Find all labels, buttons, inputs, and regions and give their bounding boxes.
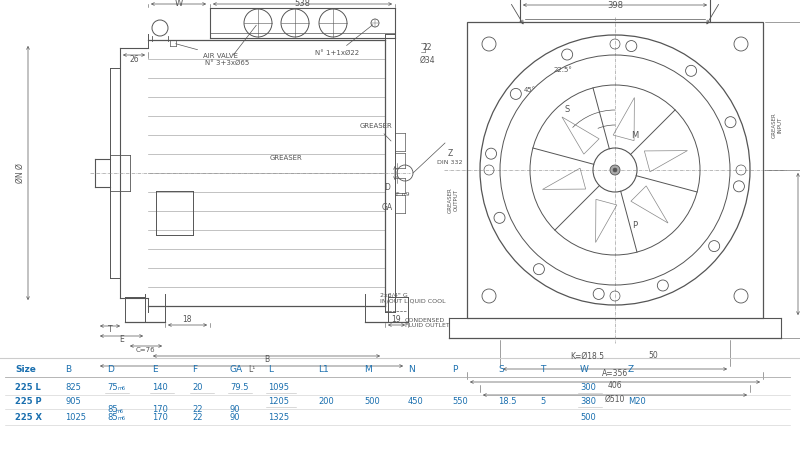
Text: m6: m6	[117, 387, 125, 392]
Text: 225 L: 225 L	[15, 382, 41, 392]
Text: N° 3+3xØ65: N° 3+3xØ65	[205, 25, 256, 66]
Text: K=Ø18.5: K=Ø18.5	[570, 351, 604, 360]
Text: L: L	[268, 365, 273, 375]
Text: 90: 90	[230, 413, 241, 421]
Text: 200: 200	[318, 398, 334, 407]
Text: B: B	[65, 365, 71, 375]
Text: GA: GA	[230, 365, 243, 375]
Text: 825: 825	[65, 382, 81, 392]
Text: 90: 90	[230, 405, 241, 414]
Text: 450: 450	[408, 398, 424, 407]
Text: 380: 380	[580, 398, 596, 407]
Circle shape	[613, 168, 617, 172]
Text: N: N	[408, 365, 414, 375]
Text: ØN Ø: ØN Ø	[15, 163, 25, 183]
Text: 5: 5	[540, 398, 546, 407]
Text: 22: 22	[192, 405, 202, 414]
Text: 1325: 1325	[268, 413, 289, 421]
Text: 85: 85	[107, 413, 118, 421]
Text: D: D	[384, 184, 390, 192]
Text: B: B	[264, 355, 269, 365]
Text: S: S	[498, 365, 504, 375]
Text: 1205: 1205	[268, 398, 289, 407]
Text: 300: 300	[580, 382, 596, 392]
Text: C=76: C=76	[135, 347, 155, 353]
Text: F: F	[192, 365, 197, 375]
Text: AIR VALVE: AIR VALVE	[176, 44, 238, 59]
Text: 18.5: 18.5	[498, 398, 517, 407]
Text: 18: 18	[182, 315, 192, 323]
Text: 538: 538	[294, 0, 310, 9]
Text: W: W	[580, 365, 589, 375]
Bar	[467, 22, 763, 318]
Text: GA: GA	[382, 203, 393, 213]
Text: L1: L1	[318, 365, 329, 375]
Text: E: E	[119, 336, 124, 344]
Text: Ø34: Ø34	[419, 55, 435, 65]
Text: 550: 550	[452, 398, 468, 407]
Text: A=356: A=356	[602, 369, 628, 377]
Text: 26: 26	[129, 55, 139, 65]
Circle shape	[610, 165, 620, 175]
Text: 170: 170	[152, 413, 168, 421]
Text: Z: Z	[628, 365, 634, 375]
Text: N° 1+1xØ22: N° 1+1xØ22	[315, 25, 373, 56]
Text: M: M	[364, 365, 372, 375]
Text: 225 P: 225 P	[15, 398, 42, 407]
Text: 79.5: 79.5	[230, 382, 249, 392]
Text: 398: 398	[607, 0, 623, 10]
Text: Size: Size	[15, 365, 36, 375]
Text: 2x3/4" G
IN/OUT LIQUID COOL: 2x3/4" G IN/OUT LIQUID COOL	[380, 293, 446, 303]
Text: 170: 170	[152, 405, 168, 414]
Text: D: D	[107, 365, 114, 375]
Text: F n9: F n9	[396, 192, 410, 197]
Text: 22.5°: 22.5°	[554, 67, 573, 73]
Text: E: E	[152, 365, 158, 375]
Text: 50: 50	[648, 351, 658, 360]
Text: DIN 332: DIN 332	[438, 160, 462, 165]
Text: 225 X: 225 X	[15, 413, 42, 421]
Text: 22: 22	[192, 413, 202, 421]
Text: W: W	[175, 0, 183, 9]
Text: 75: 75	[107, 382, 118, 392]
Text: P: P	[452, 365, 458, 375]
Text: S: S	[564, 105, 570, 114]
Text: T: T	[108, 326, 112, 334]
Text: M: M	[631, 131, 638, 140]
Text: 85: 85	[107, 405, 118, 414]
Text: P: P	[633, 220, 638, 229]
Text: 45°: 45°	[524, 87, 536, 93]
Text: 500: 500	[364, 398, 380, 407]
Text: 500: 500	[580, 413, 596, 421]
Text: 22: 22	[422, 44, 432, 53]
Text: 1025: 1025	[65, 413, 86, 421]
Text: 1095: 1095	[268, 382, 289, 392]
Text: L¹: L¹	[248, 365, 255, 375]
Text: 20: 20	[192, 382, 202, 392]
Text: M20: M20	[628, 398, 646, 407]
Text: 406: 406	[608, 382, 622, 391]
Text: GREASER: GREASER	[360, 123, 393, 141]
Text: m6: m6	[117, 416, 125, 421]
Text: m6: m6	[116, 409, 124, 414]
Text: 140: 140	[152, 382, 168, 392]
Text: GREASER: GREASER	[270, 155, 302, 161]
Text: Ø510: Ø510	[605, 394, 625, 403]
Text: 905: 905	[65, 398, 81, 407]
Text: GREASER
INPUT: GREASER INPUT	[771, 112, 782, 138]
Text: 19: 19	[392, 315, 402, 323]
Text: GREASER
OUTPUT: GREASER OUTPUT	[448, 187, 458, 213]
Text: T: T	[540, 365, 546, 375]
Text: CONDENSED
FLUID OUTLET: CONDENSED FLUID OUTLET	[405, 317, 450, 328]
Text: Z: Z	[447, 148, 453, 158]
